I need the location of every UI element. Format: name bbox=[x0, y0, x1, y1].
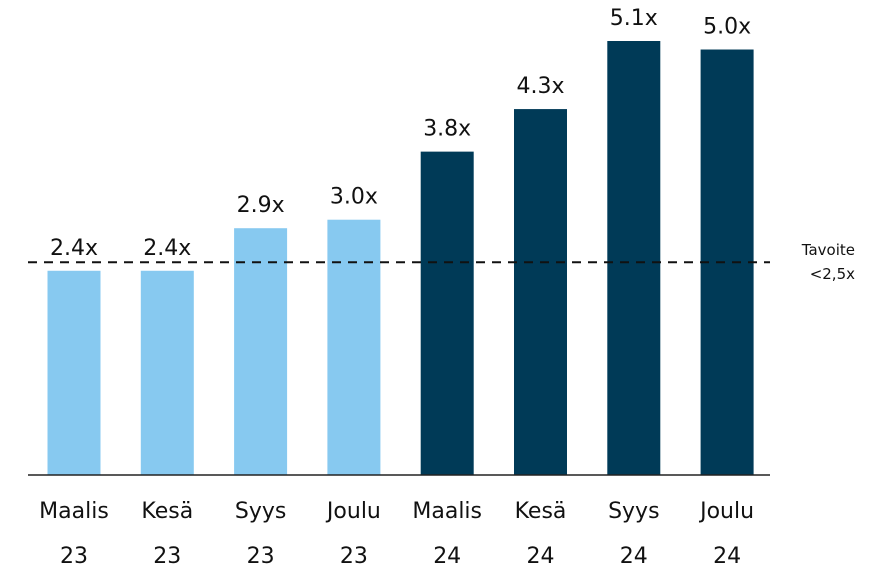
bar bbox=[327, 219, 381, 475]
x-tick-label: 24 bbox=[620, 544, 648, 569]
value-label: 2.4x bbox=[50, 236, 98, 261]
x-tick-label: 23 bbox=[247, 544, 275, 569]
bar bbox=[47, 270, 101, 475]
bar bbox=[420, 151, 474, 476]
value-label: 5.1x bbox=[610, 6, 658, 31]
value-label: 4.3x bbox=[516, 74, 564, 99]
value-label: 3.8x bbox=[423, 117, 471, 142]
target-label: <2,5x bbox=[810, 265, 855, 283]
x-tick-label: 23 bbox=[60, 544, 88, 569]
x-tick-label: 24 bbox=[713, 544, 741, 569]
value-label: 3.0x bbox=[330, 185, 378, 210]
x-tick-label: 24 bbox=[433, 544, 461, 569]
value-label: 2.9x bbox=[237, 193, 285, 218]
x-tick-label: Maalis bbox=[39, 499, 109, 524]
x-tick-label: Kesä bbox=[515, 499, 567, 524]
x-tick-label: Joulu bbox=[698, 499, 754, 524]
bar bbox=[607, 41, 661, 475]
value-label: 2.4x bbox=[143, 236, 191, 261]
x-tick-label: 23 bbox=[340, 544, 368, 569]
bar bbox=[514, 109, 567, 475]
bar bbox=[700, 49, 754, 476]
x-tick-label: 23 bbox=[153, 544, 181, 569]
bar bbox=[140, 270, 194, 475]
x-tick-label: Joulu bbox=[325, 499, 381, 524]
x-tick-label: Syys bbox=[235, 499, 286, 524]
bar bbox=[234, 228, 288, 475]
x-tick-label: Syys bbox=[608, 499, 659, 524]
x-tick-label: Maalis bbox=[412, 499, 482, 524]
target-label: Tavoite bbox=[801, 241, 855, 259]
x-tick-label: Kesä bbox=[141, 499, 193, 524]
value-label: 5.0x bbox=[703, 15, 751, 40]
x-tick-label: 24 bbox=[527, 544, 555, 569]
